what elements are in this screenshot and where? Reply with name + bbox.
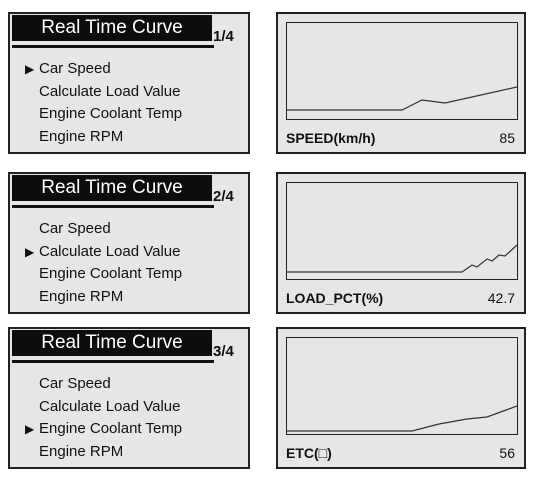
screen-title: Real Time Curve (12, 330, 212, 356)
pid-label: SPEED(km/h) (286, 130, 376, 146)
screen-title: Real Time Curve (12, 15, 212, 41)
speed-curve-svg (287, 86, 517, 111)
menu-screen-2: Real Time Curve 2/4 Car Speed ▶ Calculate… (8, 172, 250, 314)
menu-item-label: Calculate Load Value (39, 398, 181, 415)
menu-item-label: Calculate Load Value (39, 83, 181, 100)
menu-item-engine-rpm[interactable]: Engine RPM (25, 286, 123, 308)
title-underline (12, 360, 214, 363)
pid-value: 42.7 (487, 290, 515, 306)
menu-item-label: Engine RPM (39, 443, 124, 460)
page-indicator: 3/4 (213, 343, 234, 360)
pid-label: ETC(□) (286, 445, 332, 461)
menu-item-engine-rpm[interactable]: Engine RPM (25, 441, 123, 463)
pid-value: 85 (499, 130, 515, 146)
menu-item-engine-coolant-temp[interactable]: Engine Coolant Temp (25, 103, 182, 125)
page-indicator: 2/4 (213, 188, 234, 205)
selection-arrow-icon: ▶ (25, 422, 35, 436)
menu-item-calculate-load-value[interactable]: Calculate Load Value (25, 396, 181, 418)
curve-graph (286, 22, 518, 120)
menu-item-car-speed[interactable]: ▶ Car Speed (25, 58, 111, 80)
screen-title: Real Time Curve (12, 175, 212, 201)
title-underline (12, 205, 214, 208)
menu-item-label: Calculate Load Value (39, 243, 181, 260)
menu-item-calculate-load-value[interactable]: ▶ Calculate Load Value (25, 241, 181, 263)
curve-graph (286, 337, 518, 435)
menu-item-label: Car Speed (39, 60, 111, 77)
coolant-curve-svg (287, 405, 517, 432)
pid-value: 56 (499, 445, 515, 461)
pid-label: LOAD_PCT(%) (286, 290, 384, 306)
graph-screen-3: ETC(□) 56 (276, 327, 526, 469)
menu-item-label: Engine Coolant Temp (39, 265, 183, 282)
graph-screen-2: LOAD_PCT(%) 42.7 (276, 172, 526, 314)
title-underline (12, 45, 214, 48)
speed-curve-line (287, 86, 517, 111)
menu-item-car-speed[interactable]: Car Speed (25, 218, 111, 240)
menu-item-label: Engine RPM (39, 128, 124, 145)
page-indicator: 1/4 (213, 28, 234, 45)
menu-item-label: Car Speed (39, 220, 111, 237)
curve-graph (286, 182, 518, 280)
menu-item-engine-coolant-temp[interactable]: Engine Coolant Temp (25, 263, 182, 285)
menu-item-engine-rpm[interactable]: Engine RPM (25, 126, 123, 148)
menu-item-engine-coolant-temp[interactable]: ▶ Engine Coolant Temp (25, 418, 182, 440)
menu-item-label: Engine RPM (39, 288, 124, 305)
selection-arrow-icon: ▶ (25, 62, 35, 76)
menu-item-calculate-load-value[interactable]: Calculate Load Value (25, 81, 181, 103)
menu-item-label: Car Speed (39, 375, 111, 392)
menu-item-label: Engine Coolant Temp (39, 105, 183, 122)
load-curve-line (287, 244, 517, 273)
menu-item-car-speed[interactable]: Car Speed (25, 373, 111, 395)
graph-screen-1: SPEED(km/h) 85 (276, 12, 526, 154)
selection-arrow-icon: ▶ (25, 245, 35, 259)
menu-screen-1: Real Time Curve 1/4 ▶ Car Speed Calculate… (8, 12, 250, 154)
load-curve-svg (287, 244, 517, 273)
menu-screen-3: Real Time Curve 3/4 Car Speed Calculate … (8, 327, 250, 469)
coolant-curve-line (287, 405, 517, 432)
menu-item-label: Engine Coolant Temp (39, 420, 183, 437)
